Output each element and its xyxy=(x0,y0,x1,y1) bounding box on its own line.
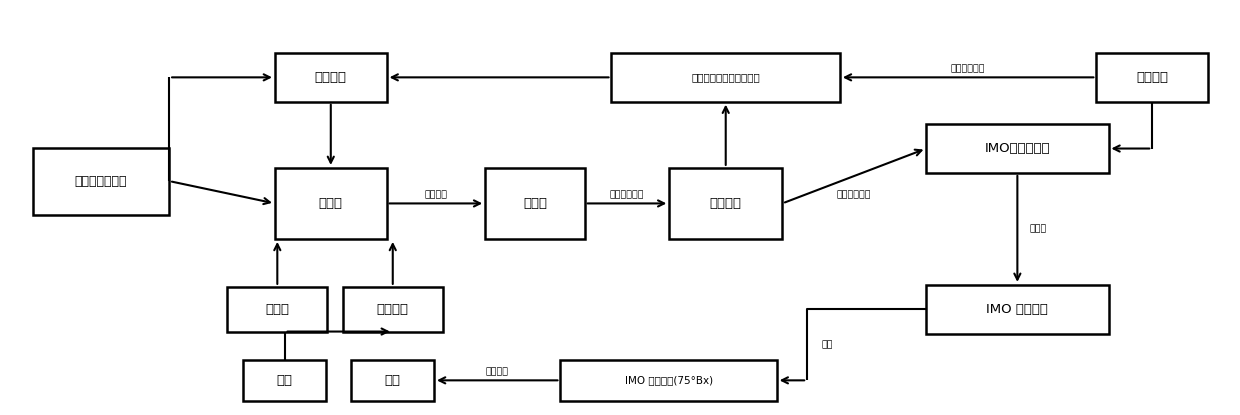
FancyBboxPatch shape xyxy=(275,53,387,102)
FancyBboxPatch shape xyxy=(243,360,326,401)
Text: IMO糖浆粗产品: IMO糖浆粗产品 xyxy=(985,142,1050,155)
FancyBboxPatch shape xyxy=(926,124,1109,173)
FancyBboxPatch shape xyxy=(485,168,585,239)
FancyBboxPatch shape xyxy=(611,53,839,102)
Text: 游离葡萄糖苷酶: 游离葡萄糖苷酶 xyxy=(74,175,128,188)
Text: 恒温搔拌: 恒温搔拌 xyxy=(424,190,448,199)
Text: 麦芽糖浆: 麦芽糖浆 xyxy=(377,303,409,316)
Text: IMO 糖浆产品: IMO 糖浆产品 xyxy=(987,303,1048,316)
Text: 反应液: 反应液 xyxy=(523,197,547,210)
Text: 淠粉: 淠粉 xyxy=(277,374,293,387)
FancyBboxPatch shape xyxy=(275,168,387,239)
FancyBboxPatch shape xyxy=(33,147,169,215)
Text: 形成两相: 形成两相 xyxy=(709,197,742,210)
Text: 固定化酶与乙酸丁酩分离: 固定化酶与乙酸丁酩分离 xyxy=(692,72,760,82)
Text: 反应罐: 反应罐 xyxy=(319,197,342,210)
Text: 固定化酶: 固定化酶 xyxy=(315,71,347,84)
FancyBboxPatch shape xyxy=(351,360,434,401)
Text: 上、下相分离: 上、下相分离 xyxy=(837,190,872,199)
Text: 精过滤: 精过滤 xyxy=(1029,225,1047,233)
Text: 加入冷净化水: 加入冷净化水 xyxy=(951,64,986,73)
FancyBboxPatch shape xyxy=(926,285,1109,334)
FancyBboxPatch shape xyxy=(343,287,443,332)
Text: 净化水: 净化水 xyxy=(265,303,289,316)
FancyBboxPatch shape xyxy=(227,287,327,332)
Text: 成品: 成品 xyxy=(384,374,401,387)
FancyBboxPatch shape xyxy=(1096,53,1208,102)
Text: IMO 糖浆产品(75°Bx): IMO 糖浆产品(75°Bx) xyxy=(625,375,713,386)
FancyBboxPatch shape xyxy=(560,360,776,401)
Text: 浓缩: 浓缩 xyxy=(822,340,833,349)
Text: 灘装灭菌: 灘装灭菌 xyxy=(486,367,508,376)
Text: 加入乙酸丁酩: 加入乙酸丁酩 xyxy=(610,190,645,199)
Text: 固定化酶: 固定化酶 xyxy=(1136,71,1168,84)
FancyBboxPatch shape xyxy=(670,168,782,239)
